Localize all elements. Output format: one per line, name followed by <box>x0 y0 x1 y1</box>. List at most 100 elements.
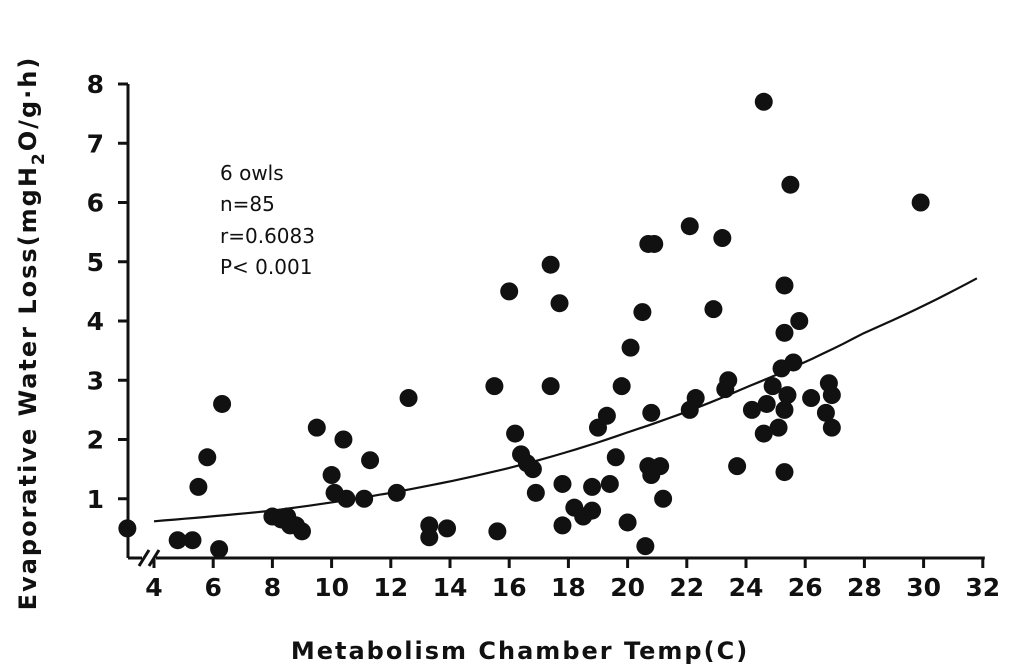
data-point <box>654 489 673 508</box>
x-tick-label: 26 <box>788 573 823 602</box>
data-point <box>754 92 773 111</box>
data-point <box>550 294 569 313</box>
data-point <box>293 522 311 541</box>
y-tick-label: 5 <box>87 248 104 277</box>
data-point <box>633 303 652 322</box>
data-point <box>778 386 797 405</box>
data-point <box>651 457 670 476</box>
data-point <box>757 394 776 413</box>
data-point <box>816 403 835 422</box>
data-point <box>911 193 930 212</box>
y-axis-title-tail: O/g·h) <box>14 56 42 152</box>
data-point <box>337 489 356 508</box>
data-point <box>361 451 380 470</box>
data-point <box>769 418 788 437</box>
data-point <box>541 377 560 396</box>
data-point <box>642 403 661 422</box>
y-axis-title-subscript: 2 <box>29 151 49 165</box>
y-tick-label: 8 <box>87 70 104 99</box>
data-point <box>523 460 542 479</box>
data-point <box>322 466 341 485</box>
data-point <box>189 477 208 496</box>
data-point <box>541 255 560 274</box>
data-point <box>183 531 202 550</box>
data-point <box>784 353 803 372</box>
data-point <box>636 537 655 556</box>
data-point <box>686 389 705 408</box>
data-point <box>583 501 602 520</box>
axis-break-mark <box>137 549 151 567</box>
data-point <box>704 300 723 319</box>
data-point <box>506 424 525 443</box>
data-point <box>597 406 616 425</box>
x-tick-label: 14 <box>433 573 468 602</box>
data-point <box>553 516 572 535</box>
x-tick-label: 18 <box>551 573 586 602</box>
data-point <box>763 377 782 396</box>
data-point <box>775 276 794 295</box>
data-point <box>307 418 326 437</box>
data-point <box>355 489 374 508</box>
data-point <box>334 430 353 449</box>
x-tick-label: 4 <box>145 573 162 602</box>
fit-curve <box>153 277 978 523</box>
stats-annotation: 6 owls n=85 r=0.6083 P< 0.001 <box>220 161 315 279</box>
data-point <box>621 338 640 357</box>
x-tick-label: 16 <box>492 573 527 602</box>
y-axis-title: Evaporative Water Loss(mgH2O/g·h) <box>14 56 49 611</box>
data-point <box>606 448 625 467</box>
y-tick-label: 1 <box>87 485 104 514</box>
data-point <box>387 483 406 502</box>
y-tick-label: 4 <box>87 307 104 336</box>
data-point <box>168 531 187 550</box>
axes <box>126 84 985 567</box>
x-tick-label: 10 <box>314 573 349 602</box>
data-point <box>600 474 619 493</box>
data-point <box>438 519 457 538</box>
data-point <box>118 519 137 538</box>
data-point <box>210 540 229 559</box>
data-point <box>680 217 699 236</box>
data-point <box>583 477 602 496</box>
data-point <box>213 394 232 413</box>
x-axis-title: Metabolism Chamber Temp(C) <box>291 637 749 665</box>
annotation-owls: 6 owls <box>220 161 284 185</box>
x-tick-label: 8 <box>264 573 281 602</box>
data-point <box>612 377 631 396</box>
data-point <box>198 448 217 467</box>
data-point <box>822 386 841 405</box>
x-tick-label: 12 <box>373 573 408 602</box>
annotation-n: n=85 <box>220 192 275 216</box>
y-ticks: 1 2 3 4 5 6 7 8 <box>87 70 128 514</box>
x-tick-label: 32 <box>965 573 1000 602</box>
x-tick-label: 6 <box>204 573 221 602</box>
data-point <box>713 229 732 248</box>
data-point <box>488 522 507 541</box>
annotation-p: P< 0.001 <box>220 255 312 279</box>
data-point <box>553 474 572 493</box>
data-point <box>719 371 738 390</box>
data-points <box>118 92 930 559</box>
x-tick-label: 30 <box>906 573 941 602</box>
y-tick-label: 3 <box>87 366 104 395</box>
data-point <box>790 312 809 330</box>
y-axis-title-main: Evaporative Water Loss(mgH <box>14 165 42 610</box>
data-point <box>775 323 794 342</box>
x-tick-label: 20 <box>610 573 645 602</box>
data-point <box>822 418 841 437</box>
data-point <box>754 424 773 443</box>
annotation-r: r=0.6083 <box>220 224 315 248</box>
data-point <box>526 483 545 502</box>
data-point <box>645 234 664 253</box>
x-tick-label: 24 <box>729 573 764 602</box>
data-point <box>781 175 800 194</box>
data-point <box>775 400 794 419</box>
x-tick-label: 28 <box>847 573 882 602</box>
data-point <box>742 400 761 419</box>
data-point <box>728 457 747 476</box>
data-point <box>420 528 439 547</box>
data-point <box>500 282 519 301</box>
y-tick-label: 6 <box>87 189 104 218</box>
data-point <box>618 513 637 532</box>
